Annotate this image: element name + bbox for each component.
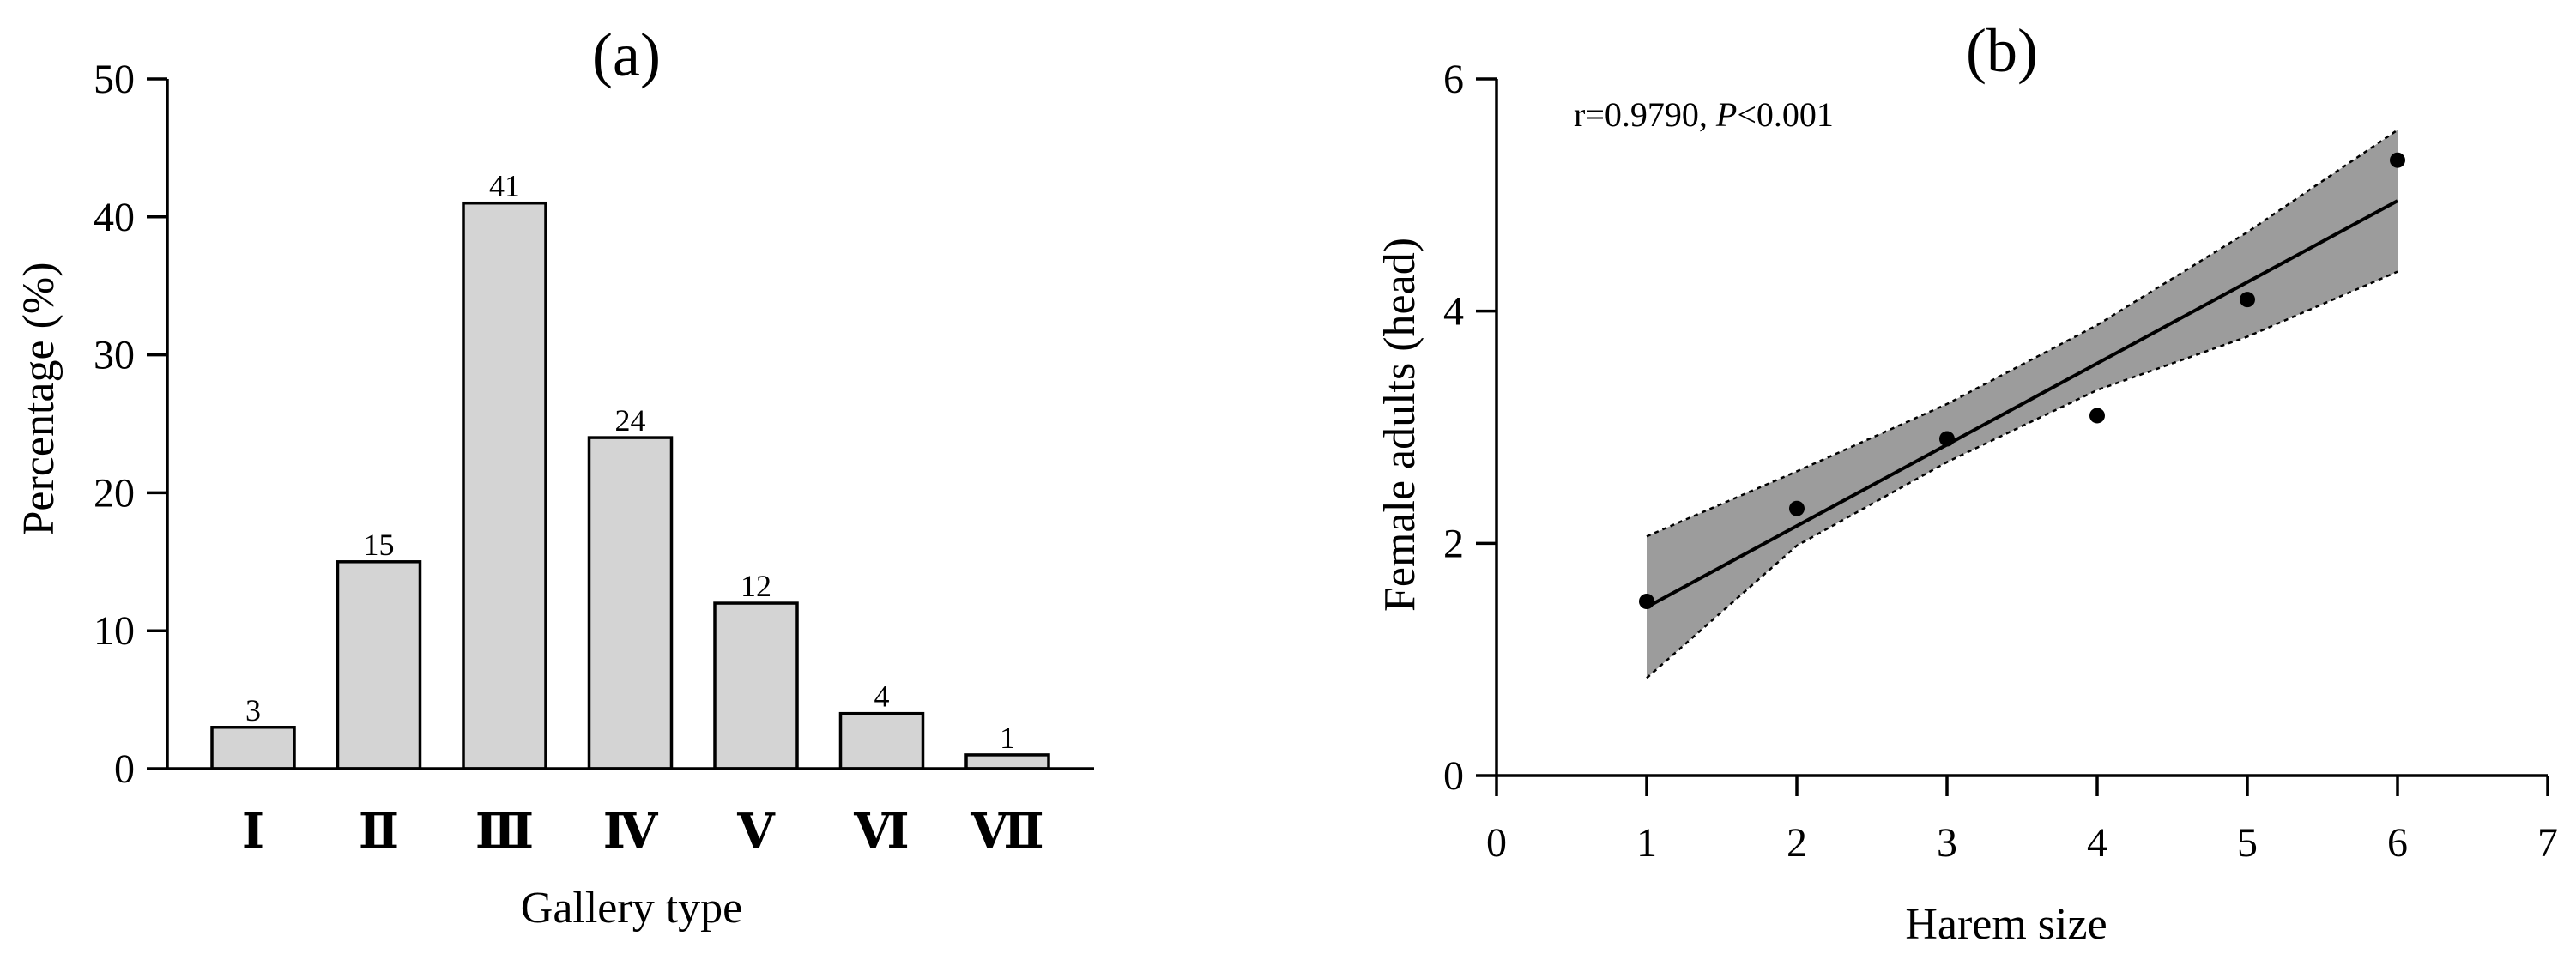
panel-b-x-axis-title: Harem size [1905, 900, 2107, 949]
panel-a-axes [166, 79, 1094, 770]
x-tick-label-4: Ⅳ [603, 806, 659, 859]
panel-b-ticks: 0 1 2 3 4 5 6 7 0 2 4 6 [1443, 57, 2558, 866]
panel-a-ticks: Ⅰ Ⅱ Ⅲ Ⅳ Ⅴ Ⅵ Ⅶ 0 10 20 30 40 50 [94, 57, 1044, 859]
x-tick-label-5: Ⅴ [736, 806, 776, 859]
y-tick-label-4: 40 [94, 195, 135, 240]
bar-chart-panel: (a) Percentage (%) Gallery type 31541241… [15, 21, 1094, 933]
panel-b-y-axis-title: Female adults (head) [1376, 238, 1424, 612]
bar-value-label-2: 15 [364, 528, 395, 562]
y-tick-label-0: 0 [1443, 753, 1464, 799]
x-tick-label-5: 5 [2237, 820, 2258, 866]
bar-7 [964, 753, 1050, 770]
x-tick-label-2: Ⅱ [359, 806, 399, 859]
regression-line-group [1646, 199, 2398, 609]
y-tick-label-0: 0 [114, 746, 135, 792]
bar-value-label-3: 41 [489, 169, 520, 203]
data-point-2 [1789, 500, 1805, 516]
y-tick-label-2: 4 [1443, 289, 1464, 335]
bar-4 [587, 436, 674, 770]
y-tick-label-3: 6 [1443, 57, 1464, 102]
y-tick-label-5: 50 [94, 57, 135, 102]
bar-value-label-5: 12 [741, 569, 771, 603]
x-tick-label-4: 4 [2087, 820, 2107, 866]
x-tick-label-3: Ⅲ [475, 806, 534, 859]
panel-a-label: (a) [592, 21, 661, 89]
bar-5 [713, 601, 799, 770]
bar-value-label-6: 4 [874, 679, 890, 714]
x-tick-label-6: 6 [2387, 820, 2408, 866]
x-tick-label-0: 0 [1486, 820, 1507, 866]
panel-a-y-axis-title: Percentage (%) [15, 262, 63, 535]
bar-6 [838, 711, 925, 770]
y-tick-label-1: 10 [94, 608, 135, 654]
confidence-band-upper-edge [1646, 129, 2398, 538]
correlation-annotation: r=0.9790, P<0.001 [1574, 95, 1834, 134]
confidence-band-lower-edge [1646, 270, 2398, 679]
bar-2 [336, 560, 422, 770]
data-point-3 [1939, 431, 1955, 447]
y-tick-label-2: 20 [94, 470, 135, 516]
data-point-1 [1639, 594, 1654, 609]
x-tick-label-3: 3 [1937, 820, 1957, 866]
correlation-annotation-p: P [1715, 95, 1737, 134]
panel-b-axes [1495, 79, 2548, 777]
y-tick-label-3: 30 [94, 333, 135, 378]
bar-value-label-1: 3 [245, 693, 261, 728]
x-tick-label-1: Ⅰ [242, 806, 264, 859]
data-point-4 [2089, 408, 2105, 424]
panel-a-x-axis-title: Gallery type [521, 884, 742, 933]
data-point-6 [2390, 152, 2405, 168]
panel-b-label: (b) [1966, 16, 2038, 85]
x-tick-label-7: 7 [2537, 820, 2558, 866]
bar-1 [210, 726, 296, 770]
bar-value-label-4: 24 [615, 403, 646, 438]
x-tick-label-1: 1 [1636, 820, 1657, 866]
x-tick-label-2: 2 [1787, 820, 1807, 866]
correlation-annotation-prefix: r=0.9790, [1574, 95, 1716, 134]
y-tick-label-1: 2 [1443, 521, 1464, 566]
bar-3 [462, 201, 547, 770]
bar-value-label-7: 1 [1000, 721, 1015, 755]
data-point-5 [2240, 292, 2255, 308]
regression-line [1646, 199, 2398, 609]
x-tick-label-7: Ⅶ [970, 806, 1043, 859]
correlation-annotation-suffix: <0.001 [1737, 95, 1834, 134]
x-tick-label-6: Ⅵ [853, 806, 909, 859]
scatter-chart-panel: (b) Female adults (head) Harem size r=0.… [1376, 16, 2558, 949]
data-points [1639, 152, 2405, 609]
